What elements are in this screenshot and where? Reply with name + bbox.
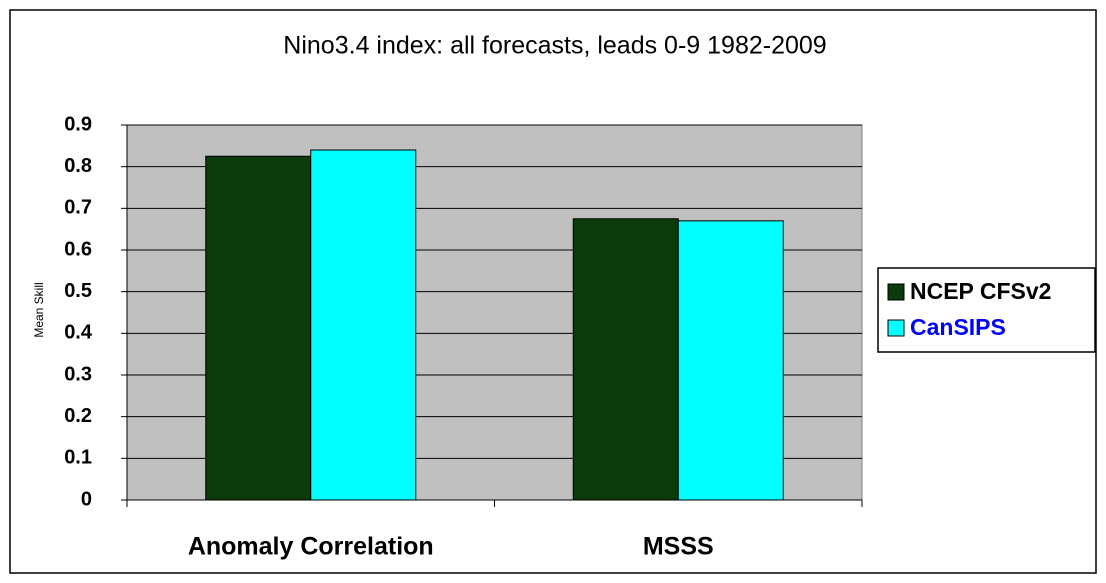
y-tick-label: 0.4 (64, 322, 93, 344)
bar (310, 149, 417, 501)
y-tick-label: 0.8 (64, 155, 92, 177)
y-tick-label: 0.1 (64, 447, 92, 469)
bar (677, 220, 784, 501)
bar (205, 155, 312, 501)
legend-swatch (887, 283, 905, 301)
y-tick-label: 0.9 (64, 113, 92, 135)
y-axis-label: Mean Skill (32, 282, 46, 337)
legend (877, 267, 1096, 353)
y-tick-label: 0.5 (64, 280, 92, 302)
chart-title: Nino3.4 index: all forecasts, leads 0-9 … (283, 32, 826, 60)
x-tick-label: MSSS (643, 533, 714, 561)
bar (572, 218, 679, 501)
legend-swatch (887, 319, 905, 337)
x-tick-label: Anomaly Correlation (188, 533, 434, 561)
legend-label: NCEP CFSv2 (910, 278, 1051, 304)
y-tick-label: 0.7 (64, 197, 92, 219)
legend-label: CanSIPS (910, 314, 1006, 340)
y-tick-label: 0.2 (64, 405, 92, 427)
y-tick-label: 0 (81, 488, 92, 510)
y-tick-label: 0.3 (64, 363, 92, 385)
y-tick-label: 0.6 (64, 238, 92, 260)
